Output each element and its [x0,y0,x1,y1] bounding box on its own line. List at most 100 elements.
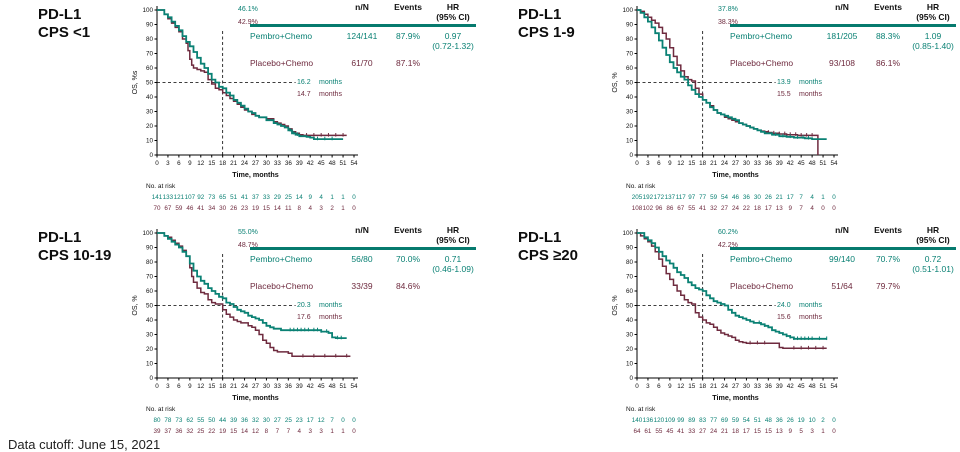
x-tick-label: 42 [787,160,795,167]
y-tick-label: 50 [146,303,154,310]
y-tick-label: 100 [622,230,633,237]
col-header-nN: n/N [355,225,369,235]
landmark-pct-placebo: 48.7% [238,241,258,249]
x-tick-label: 54 [350,160,358,167]
at-risk-pembro-value: 120 [654,417,665,424]
at-risk-placebo-value: 9 [788,428,792,435]
median-pembro-value: 20.3 [297,302,311,309]
at-risk-pembro-value: 0 [832,194,836,201]
at-risk-placebo-value: 13 [776,205,784,212]
pembro-hr-value: 0.97 [444,31,462,41]
pembro-nN: 124/141 [346,31,378,41]
x-tick-label: 24 [241,383,249,390]
at-risk-placebo-value: 15 [765,428,773,435]
at-risk-placebo-value: 8 [298,205,302,212]
median-pembro-value: 16.2 [297,79,311,86]
x-tick-label: 15 [688,160,696,167]
at-risk-placebo-value: 7 [287,428,291,435]
x-tick-label: 21 [230,383,238,390]
at-risk-pembro-value: 0 [832,417,836,424]
col-header-events: Events [874,2,902,12]
at-risk-pembro-value: 73 [175,417,183,424]
at-risk-placebo-value: 5 [799,428,803,435]
at-risk-pembro-value: 36 [776,417,784,424]
y-tick-label: 70 [626,51,634,58]
at-risk-placebo-value: 23 [241,205,249,212]
landmark-pct-block: 46.1% 42.9% [238,4,258,29]
at-risk-pembro-value: 54 [743,417,751,424]
at-risk-placebo-value: 7 [276,428,280,435]
at-risk-pembro-value: 99 [677,417,685,424]
x-tick-label: 18 [699,160,707,167]
x-tick-label: 12 [677,160,685,167]
at-risk-pembro-value: 4 [810,194,814,201]
x-tick-label: 9 [188,383,192,390]
at-risk-pembro-value: 1 [330,194,334,201]
y-tick-label: 30 [146,332,154,339]
pembro-events: 70.0% [395,254,421,264]
at-risk-placebo-value: 18 [732,428,740,435]
at-risk-placebo-value: 0 [352,428,356,435]
pembro-row-label: Pembro+Chemo [250,31,313,41]
x-tick-label: 30 [743,383,751,390]
x-tick-label: 18 [219,383,227,390]
y-tick-label: 40 [626,94,634,101]
at-risk-pembro-value: 25 [285,194,293,201]
at-risk-pembro-value: 7 [330,417,334,424]
at-risk-pembro-value: 65 [219,194,227,201]
at-risk-placebo-value: 32 [710,205,718,212]
x-tick-label: 45 [318,383,326,390]
at-risk-pembro-value: 10 [809,417,817,424]
at-risk-placebo-value: 1 [341,205,345,212]
at-risk-placebo-value: 37 [164,428,172,435]
at-risk-pembro-value: 141 [152,194,163,201]
panel-title-line1: PD-L1 [38,229,82,246]
at-risk-placebo-value: 14 [241,428,249,435]
median-pembro: 24.0 months [777,300,822,312]
col-header-hr-line2: (95% CI) [916,235,950,245]
at-risk-placebo-value: 36 [175,428,183,435]
y-axis-label: OS, % [612,295,619,315]
y-tick-label: 100 [142,7,153,14]
placebo-nN: 33/39 [351,281,373,291]
x-tick-label: 6 [657,160,661,167]
x-tick-label: 51 [340,160,348,167]
placebo-row: Placebo+Chemo 93/108 86.1% [730,58,956,68]
x-tick-label: 42 [307,160,315,167]
at-risk-placebo-value: 64 [633,428,641,435]
at-risk-pembro-value: 33 [263,194,271,201]
panel-title-line1: PD-L1 [518,229,562,246]
at-risk-pembro-value: 73 [208,194,216,201]
pembro-events: 88.3% [875,31,901,41]
pembro-hr: 1.09 (0.85-1.40) [910,31,956,51]
at-risk-placebo-value: 4 [810,205,814,212]
y-axis-label: OS, %s [132,70,139,94]
y-tick-label: 0 [149,375,153,382]
landmark-pct-block: 60.2% 42.2% [718,227,738,252]
y-tick-label: 20 [146,123,154,130]
y-tick-label: 20 [626,123,634,130]
x-tick-label: 9 [188,160,192,167]
placebo-row: Placebo+Chemo 51/64 79.7% [730,281,956,291]
x-tick-label: 27 [252,160,260,167]
at-risk-placebo-value: 27 [721,205,729,212]
placebo-row-label: Placebo+Chemo [730,58,794,68]
at-risk-placebo-value: 41 [677,428,685,435]
at-risk-pembro-value: 9 [308,194,312,201]
at-risk-placebo-value: 32 [186,428,194,435]
landmark-pct-pembro: 46.1% [238,6,258,13]
panel-title: PD-L1 CPS 1-9 [518,6,575,42]
x-tick-label: 45 [318,160,326,167]
median-pembro-value: 24.0 [777,302,791,309]
col-header-events: Events [394,2,422,12]
panel-title-line2: CPS <1 [38,24,91,41]
x-tick-label: 33 [754,383,762,390]
at-risk-label: No. at risk [146,183,176,190]
pembro-hr: 0.71 (0.46-1.09) [430,254,476,274]
at-risk-placebo-value: 33 [688,428,696,435]
at-risk-pembro-value: 1 [821,194,825,201]
at-risk-placebo-value: 26 [230,205,238,212]
col-header-events: Events [874,225,902,235]
x-tick-label: 6 [177,383,181,390]
